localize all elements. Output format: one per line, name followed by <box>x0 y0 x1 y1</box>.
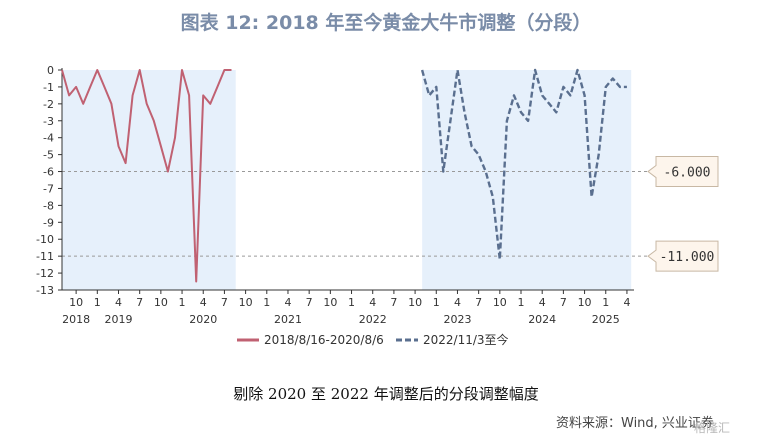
y-tick-label: -11 <box>36 250 54 263</box>
x-tick-label: 1 <box>263 296 270 309</box>
x-tick-label: 4 <box>115 296 122 309</box>
reference-callout-label-1: -11.000 <box>660 250 715 265</box>
y-tick-label: -5 <box>43 149 54 162</box>
year-label: 2018 <box>62 313 90 326</box>
watermark: 格隆汇 <box>694 421 731 435</box>
y-tick-label: -2 <box>43 98 54 111</box>
series-line-1 <box>420 68 627 261</box>
reference-callout-label-0: -6.000 <box>664 166 711 181</box>
x-tick-label: 4 <box>454 296 461 309</box>
x-tick-label: 1 <box>518 296 525 309</box>
source-note: 资料来源：Wind, 兴业证券 <box>556 416 714 431</box>
y-tick-label: -4 <box>43 132 54 145</box>
y-tick-label: -6 <box>43 166 54 179</box>
y-tick-label: -3 <box>43 115 54 128</box>
x-tick-label: 7 <box>560 296 567 309</box>
x-tick-label: 1 <box>602 296 609 309</box>
x-tick-label: 4 <box>369 296 376 309</box>
x-tick-label: 4 <box>539 296 546 309</box>
reference-callout-box-1 <box>647 240 719 272</box>
chart-caption: 剔除 2020 至 2022 年调整后的分段调整幅度 <box>233 385 539 403</box>
y-tick-label: -9 <box>43 216 54 229</box>
x-tick-label: 10 <box>323 296 337 309</box>
reference-callout-box-0 <box>647 156 719 188</box>
x-tick-label: 10 <box>239 296 253 309</box>
y-tick-label: -10 <box>36 233 54 246</box>
year-label: 2023 <box>443 313 471 326</box>
x-tick-label: 7 <box>475 296 482 309</box>
year-label: 2022 <box>359 313 387 326</box>
x-tick-label: 10 <box>69 296 83 309</box>
x-tick-label: 10 <box>154 296 168 309</box>
x-tick-label: 1 <box>348 296 355 309</box>
x-tick-label: 7 <box>136 296 143 309</box>
y-tick-label: -7 <box>43 182 54 195</box>
x-tick-label: 4 <box>284 296 291 309</box>
year-label: 2019 <box>104 313 132 326</box>
y-tick-label: -1 <box>43 81 54 94</box>
series-line-0 <box>61 69 232 283</box>
x-tick-label: 4 <box>623 296 630 309</box>
y-tick-label: -13 <box>36 284 54 297</box>
x-tick-label: 7 <box>306 296 313 309</box>
x-tick-label: 10 <box>493 296 507 309</box>
x-tick-label: 1 <box>433 296 440 309</box>
y-tick-label: 0 <box>47 64 54 77</box>
x-tick-label: 1 <box>94 296 101 309</box>
x-tick-label: 1 <box>179 296 186 309</box>
year-label: 2025 <box>592 313 620 326</box>
x-tick-label: 4 <box>200 296 207 309</box>
legend-label-1: 2022/11/3至今 <box>423 332 509 347</box>
x-tick-label: 10 <box>578 296 592 309</box>
chart-area: 0 -1 -2 -3 -4 -5 -6 -7 -8 -9 -10 -11 -12 -13 10 1 4 7 10 1 4… <box>36 64 719 347</box>
y-tick-label: -8 <box>43 199 54 212</box>
x-tick-label: 7 <box>390 296 397 309</box>
y-tick-label: -12 <box>36 267 54 280</box>
legend-label-0: 2018/8/16-2020/8/6 <box>264 333 384 347</box>
chart-title: 图表 12: 2018 年至今黄金大牛市调整（分段） <box>180 12 592 34</box>
year-label: 2024 <box>528 313 556 326</box>
x-tick-label: 10 <box>408 296 422 309</box>
x-tick-label: 7 <box>221 296 228 309</box>
shaded-band-1 <box>422 70 632 290</box>
year-label: 2021 <box>274 313 302 326</box>
year-label: 2020 <box>189 313 217 326</box>
